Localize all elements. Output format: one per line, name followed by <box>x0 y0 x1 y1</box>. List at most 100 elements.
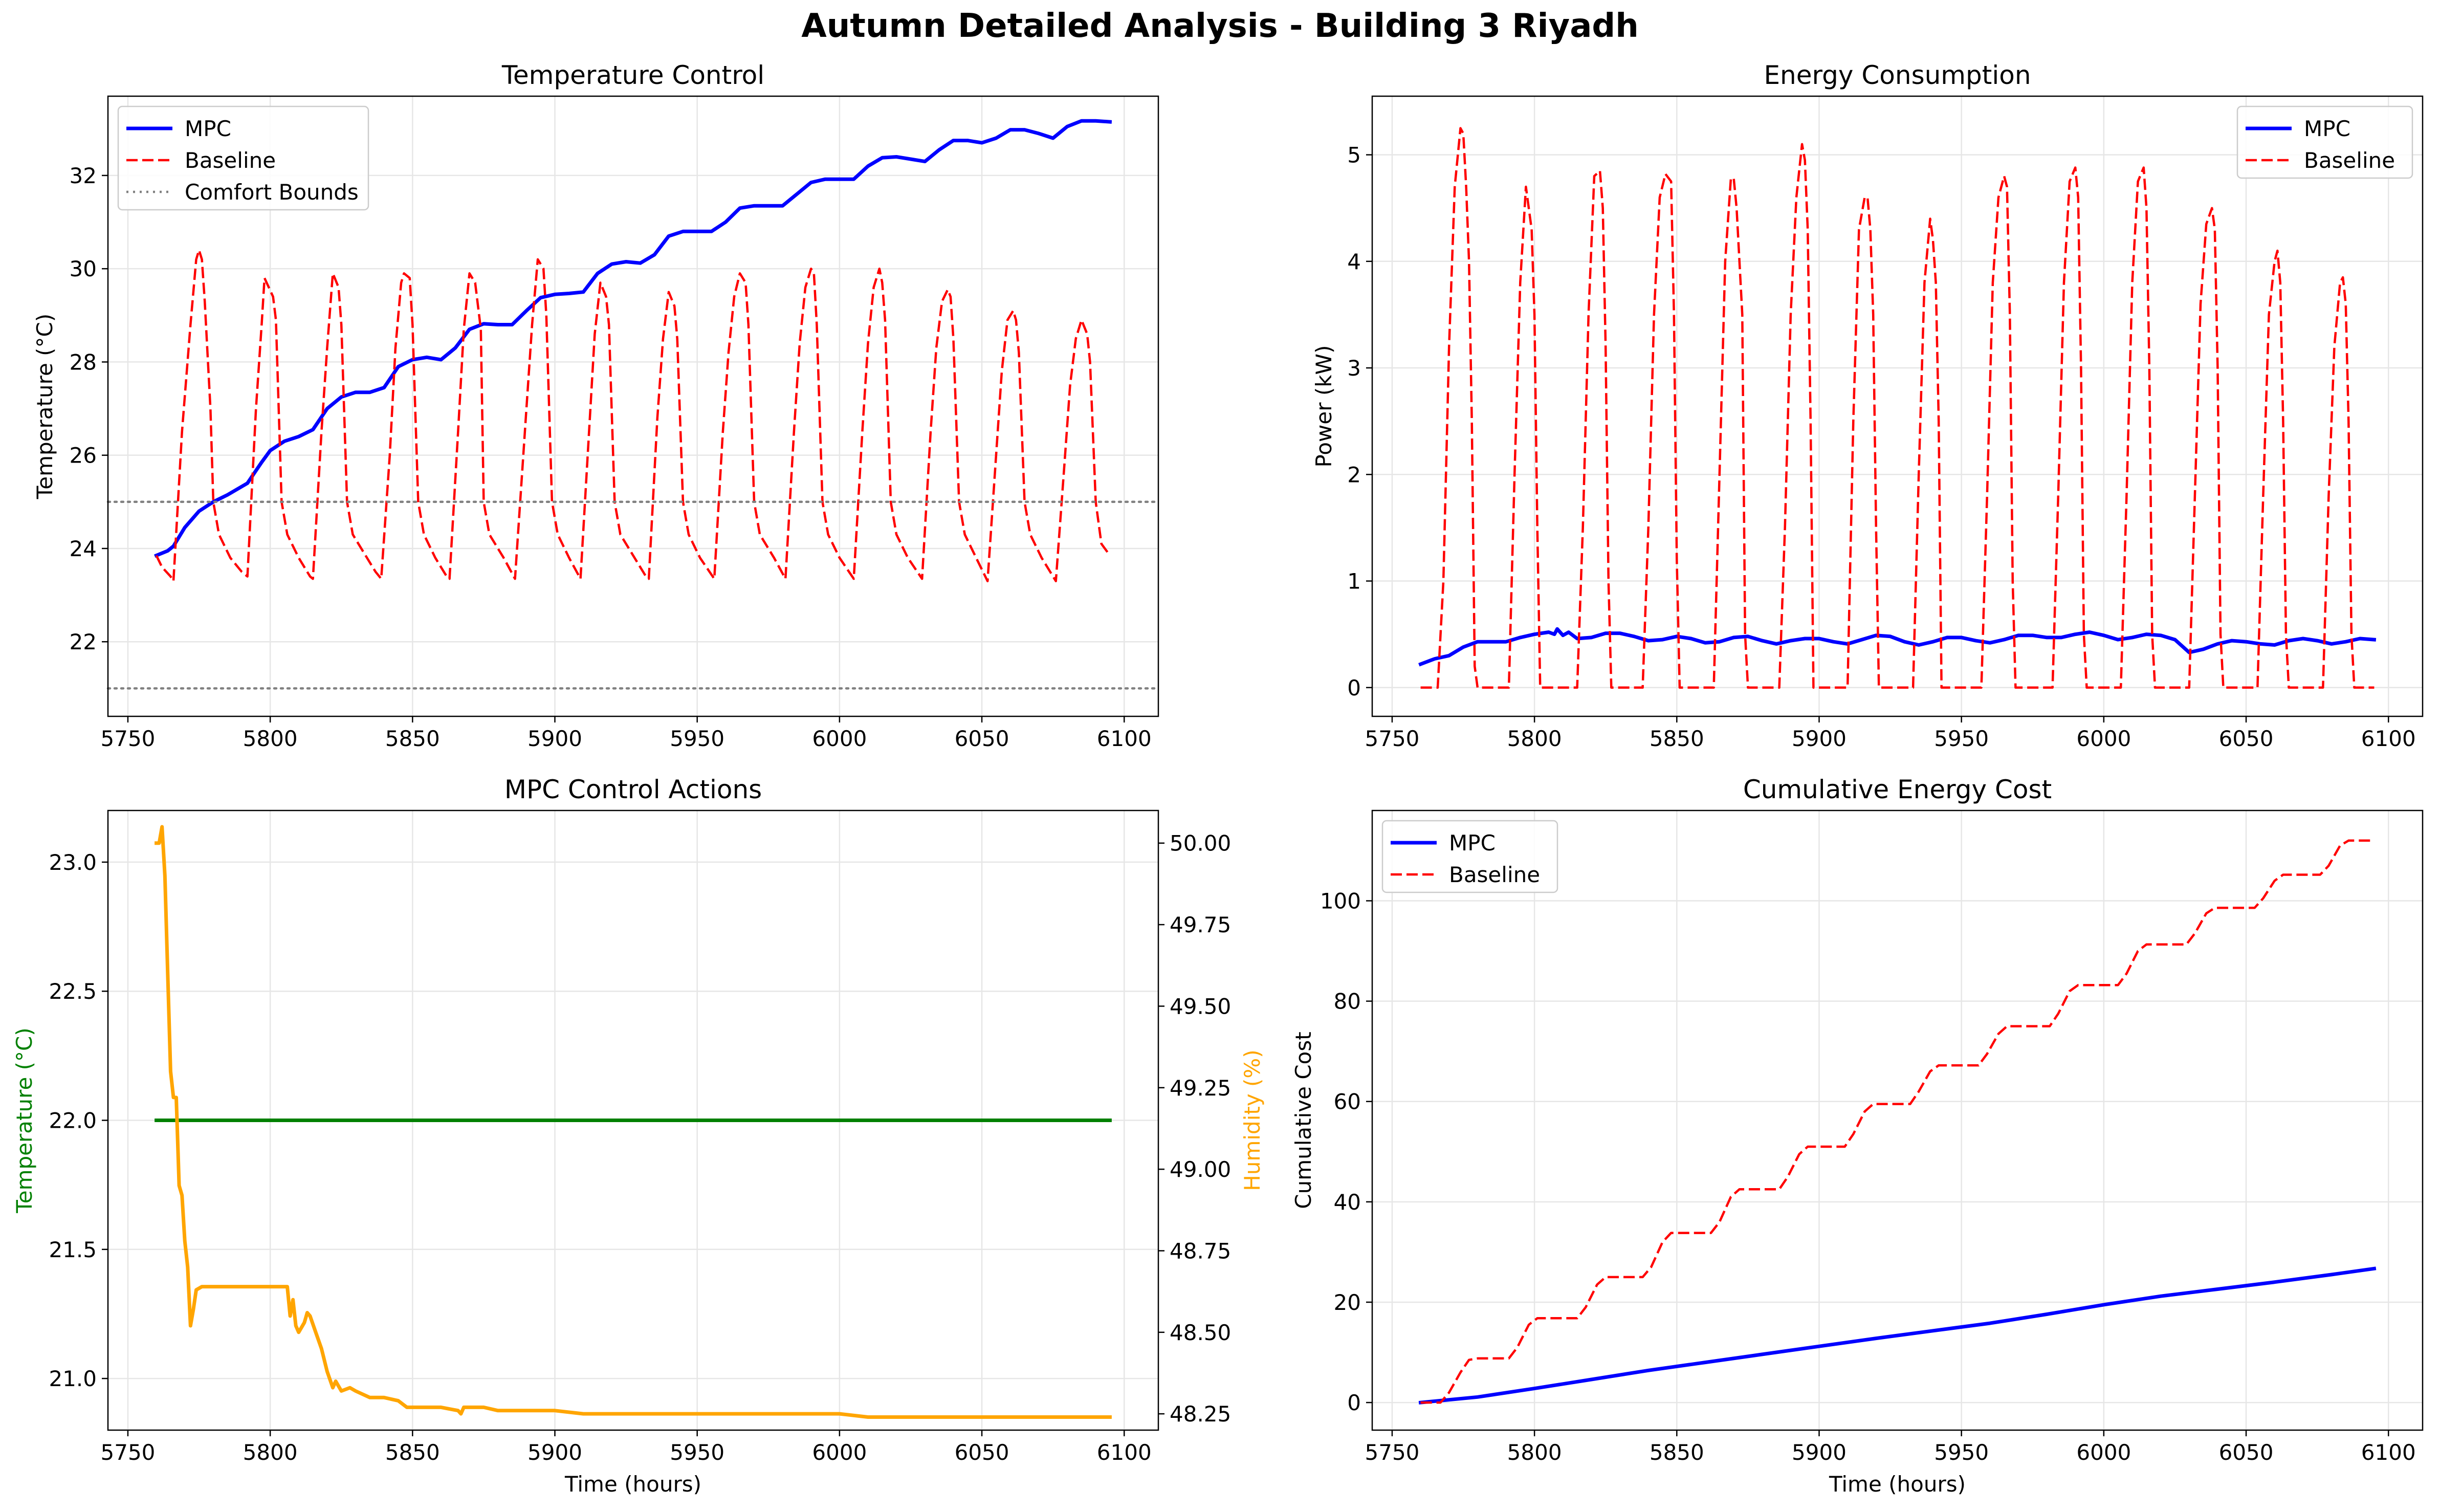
x-tick-label: 6100 <box>2361 1440 2416 1465</box>
x-tick-label: 5800 <box>1507 726 1562 751</box>
x-tick-label: 6050 <box>955 726 1009 751</box>
legend-box <box>117 105 369 211</box>
series-baseline-line <box>1420 127 2375 689</box>
plot-frame <box>107 809 1159 1431</box>
subplot-2: 5750 5800 5850 5900 5950 6000 6050 6100 0 1 2 3 4 5 En… <box>1311 60 2424 751</box>
y-right-axis-label: Humidity (%) <box>1240 1049 1265 1191</box>
x-tick-label: 5900 <box>527 1440 582 1465</box>
legend-label: MPC <box>1449 830 1496 856</box>
y-right-tick-label: 49.25 <box>1170 1076 1231 1101</box>
legend-label: MPC <box>2304 116 2350 141</box>
y-right-tick-label: 48.75 <box>1170 1238 1231 1263</box>
subplot-title: Energy Consumption <box>1764 60 2031 90</box>
y-axis-label: Temperature (°C) <box>12 1027 37 1214</box>
y-tick-label: 20 <box>1334 1290 1361 1315</box>
y-tick-label: 32 <box>70 163 97 188</box>
x-tick-label: 6100 <box>1097 726 1152 751</box>
y-tick-label: 30 <box>70 256 97 281</box>
y-right-tick-label: 50.00 <box>1170 831 1231 856</box>
x-tick-label: 6100 <box>1097 1440 1152 1465</box>
plot-frame <box>107 95 1159 717</box>
x-tick-label: 6050 <box>955 1440 1009 1465</box>
y-right-tick-label: 48.50 <box>1170 1320 1231 1345</box>
y-tick-label: 4 <box>1347 249 1361 274</box>
figure-title: Autumn Detailed Analysis - Building 3 Ri… <box>801 7 1639 45</box>
legend-label: MPC <box>185 116 231 141</box>
x-tick-label: 6050 <box>2219 1440 2274 1465</box>
y-tick-label: 23.0 <box>49 850 97 875</box>
y-right-tick-label: 49.75 <box>1170 912 1231 937</box>
y-tick-label: 24 <box>70 536 97 561</box>
series-baseline-line <box>1420 839 2375 1404</box>
y-tick-label: 40 <box>1334 1190 1361 1215</box>
x-tick-label: 5950 <box>1934 1440 1989 1465</box>
x-tick-label: 5900 <box>1792 726 1847 751</box>
legend-label: Baseline <box>185 148 276 173</box>
x-tick-label: 6000 <box>2076 726 2131 751</box>
y-tick-label: 80 <box>1334 989 1361 1014</box>
x-tick-label: 5750 <box>101 1440 156 1465</box>
y-tick-label: 0 <box>1347 675 1361 700</box>
series-baseline-line <box>155 249 1111 582</box>
y-tick-label: 60 <box>1334 1089 1361 1114</box>
x-tick-label: 5850 <box>385 726 440 751</box>
series-right-line <box>155 825 1112 1419</box>
subplot-1: 5750 5800 5850 5900 5950 6000 6050 6100 22 24 26 28… <box>32 60 1160 751</box>
x-tick-label: 5900 <box>527 726 582 751</box>
plot-frame <box>1371 95 2424 717</box>
x-tick-label: 5800 <box>1507 1440 1562 1465</box>
x-tick-label: 5950 <box>670 1440 724 1465</box>
legend: MPC Baseline <box>2236 105 2413 179</box>
y-tick-label: 21.0 <box>49 1366 97 1391</box>
subplot-3: 5750 5800 5850 5900 5950 6000 6050 6100 21.0 21.5… <box>12 775 1265 1497</box>
y-tick-label: 0 <box>1347 1390 1361 1415</box>
x-tick-label: 5750 <box>101 726 156 751</box>
y-tick-label: 28 <box>70 349 97 375</box>
x-tick-label: 5750 <box>1365 726 1420 751</box>
x-tick-label: 5950 <box>670 726 724 751</box>
legend-label: Comfort Bounds <box>185 180 359 205</box>
y-axis-label: Cumulative Cost <box>1291 1032 1316 1209</box>
x-tick-label: 6100 <box>2361 726 2416 751</box>
x-tick-label: 5750 <box>1365 1440 1420 1465</box>
x-tick-label: 6000 <box>812 726 867 751</box>
y-tick-label: 22.5 <box>49 979 97 1004</box>
subplot-title: MPC Control Actions <box>504 775 762 804</box>
y-right-tick-label: 49.50 <box>1170 994 1231 1019</box>
subplot-title: Temperature Control <box>501 60 764 90</box>
x-tick-label: 5900 <box>1792 1440 1847 1465</box>
legend-label: Baseline <box>1449 862 1540 887</box>
subplot-title: Cumulative Energy Cost <box>1743 775 2052 804</box>
y-tick-label: 21.5 <box>49 1237 97 1262</box>
series-mpc-line <box>154 119 1112 558</box>
legend-label: Baseline <box>2304 148 2395 173</box>
y-tick-label: 3 <box>1347 356 1361 381</box>
series-mpc-line <box>1418 627 2377 667</box>
y-right-tick-label: 48.25 <box>1170 1401 1231 1427</box>
y-tick-label: 22.0 <box>49 1108 97 1133</box>
y-tick-label: 2 <box>1347 462 1361 487</box>
y-tick-label: 26 <box>70 443 97 468</box>
y-tick-label: 100 <box>1320 889 1361 914</box>
x-axis-label: Time (hours) <box>564 1472 701 1497</box>
x-tick-label: 5800 <box>243 726 298 751</box>
x-tick-label: 6050 <box>2219 726 2274 751</box>
x-tick-label: 5850 <box>385 1440 440 1465</box>
y-tick-label: 22 <box>70 629 97 654</box>
y-axis-label: Power (kW) <box>1311 345 1336 468</box>
plot-frame <box>1371 809 2424 1431</box>
x-tick-label: 6000 <box>2076 1440 2131 1465</box>
x-tick-label: 5950 <box>1934 726 1989 751</box>
legend: MPC Baseline Comfort Bounds <box>117 105 369 211</box>
y-tick-label: 5 <box>1347 143 1361 168</box>
x-tick-label: 5850 <box>1650 726 1704 751</box>
x-axis-label: Time (hours) <box>1829 1472 1966 1497</box>
y-right-tick-label: 49.00 <box>1170 1157 1231 1182</box>
y-tick-label: 1 <box>1347 569 1361 594</box>
x-tick-label: 5800 <box>243 1440 298 1465</box>
subplot-4: 5750 5800 5850 5900 5950 6000 6050 6100 0 20 40 60 8… <box>1291 775 2424 1497</box>
x-tick-label: 6000 <box>812 1440 867 1465</box>
x-tick-label: 5850 <box>1650 1440 1704 1465</box>
